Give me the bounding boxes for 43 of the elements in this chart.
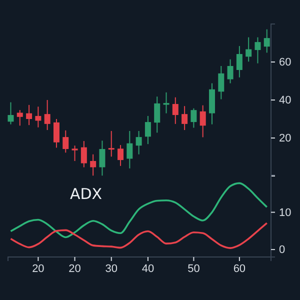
x-tick-label: 20 (68, 262, 81, 275)
candlestick (154, 96, 160, 134)
candlestick (144, 115, 151, 145)
candlestick (35, 106, 42, 128)
x-tick-label: 50 (188, 262, 200, 275)
candlestick (108, 130, 114, 158)
x-tick-label: 60 (233, 262, 246, 275)
line-series (10, 182, 268, 238)
candlestick (208, 82, 215, 125)
candlestick (118, 144, 124, 166)
y-tick-label: 20 (279, 132, 292, 145)
candlestick (163, 92, 170, 114)
candlestick (182, 106, 188, 131)
candlestick (254, 36, 261, 64)
candlestick (172, 96, 178, 124)
candlestick (44, 100, 50, 131)
x-tick-label: 20 (32, 262, 44, 275)
candlestick (80, 140, 87, 168)
y-tick-label: 60 (279, 56, 292, 69)
x-tick-label: 30 (105, 262, 118, 275)
candlestick (246, 36, 252, 62)
y-tick-label: 0 (279, 244, 286, 256)
candlestick (126, 130, 133, 169)
line-series (10, 222, 268, 249)
text: ADX (70, 185, 102, 203)
y-tick-label: 40 (279, 94, 292, 107)
candlestick (136, 130, 142, 155)
candlestick (264, 28, 270, 54)
candlestick (190, 108, 197, 128)
candlestick (227, 58, 234, 84)
candlestick (72, 145, 78, 162)
candlestick (90, 154, 96, 176)
candlestick (62, 130, 69, 154)
candlestick (16, 110, 23, 126)
y-tick-label: 10 (279, 206, 292, 219)
x-tick-label: 40 (142, 262, 154, 275)
candlestick (26, 104, 32, 126)
candlestick (236, 46, 242, 78)
candlestick (99, 140, 106, 176)
candlestick (218, 65, 224, 100)
candlestick (8, 102, 14, 125)
candlestick (200, 104, 206, 138)
candlestick (53, 118, 60, 148)
